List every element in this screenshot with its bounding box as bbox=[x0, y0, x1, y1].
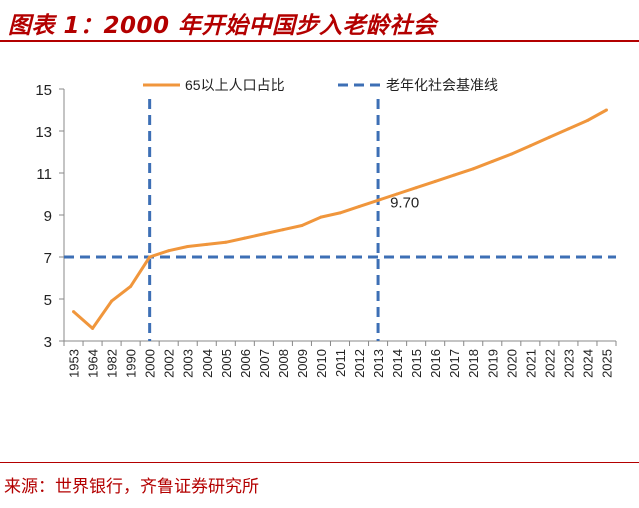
x-tick-label: 2019 bbox=[485, 349, 500, 378]
y-tick-label: 7 bbox=[44, 250, 52, 267]
x-tick-label: 2000 bbox=[143, 349, 158, 378]
x-tick-label: 2021 bbox=[523, 349, 538, 378]
x-tick-label: 2025 bbox=[599, 349, 614, 378]
x-tick-label: 2014 bbox=[390, 349, 405, 378]
x-tick-label: 2015 bbox=[409, 349, 424, 378]
x-tick-label: 2004 bbox=[200, 349, 215, 378]
x-tick-label: 2007 bbox=[257, 349, 272, 378]
x-tick-label: 2018 bbox=[466, 349, 481, 378]
title-bar: 图表 1：2000 年开始中国步入老龄社会 bbox=[0, 0, 639, 44]
data-point bbox=[585, 119, 589, 122]
data-point bbox=[186, 245, 190, 248]
data-point bbox=[281, 228, 285, 232]
x-tick-label: 2024 bbox=[580, 349, 595, 378]
data-point bbox=[471, 167, 475, 171]
x-tick-label: 1953 bbox=[67, 349, 82, 378]
legend-label-baseline: 老年化社会基准线 bbox=[386, 77, 498, 93]
chart-container: 3 5 7 9 11 13 15 1953 1964 1982 1990 2000 2002 2003 20… bbox=[0, 44, 639, 464]
x-tick-label: 2005 bbox=[219, 349, 234, 378]
data-point bbox=[205, 242, 209, 246]
y-tick-label: 3 bbox=[44, 334, 52, 351]
data-point bbox=[300, 224, 304, 227]
data-point bbox=[357, 205, 361, 209]
x-tick-label: 2009 bbox=[295, 349, 310, 378]
data-point bbox=[338, 211, 342, 215]
x-tick-label: 2008 bbox=[276, 349, 291, 378]
x-tick-label: 2012 bbox=[352, 349, 367, 378]
line-chart: 3 5 7 9 11 13 15 1953 1964 1982 1990 2000 2002 2003 20… bbox=[35, 77, 617, 378]
x-tick-label: 2006 bbox=[238, 349, 253, 378]
x-tick-label: 2022 bbox=[542, 349, 557, 378]
data-label: 9.70 bbox=[390, 194, 419, 211]
x-tick-label: 1964 bbox=[86, 349, 101, 378]
data-point bbox=[604, 108, 608, 112]
data-point bbox=[91, 326, 95, 330]
x-tick-label: 2003 bbox=[181, 349, 196, 378]
data-point bbox=[509, 152, 513, 156]
data-point bbox=[319, 215, 323, 219]
legend-label-series: 65以上人口占比 bbox=[185, 77, 285, 93]
x-tick-label: 1982 bbox=[105, 349, 120, 378]
data-point bbox=[566, 127, 570, 131]
x-tick-label: 2011 bbox=[333, 349, 348, 377]
x-tick-label: 2010 bbox=[314, 349, 329, 378]
y-tick-label: 9 bbox=[44, 208, 52, 225]
y-tick-label: 11 bbox=[36, 166, 52, 183]
title-divider bbox=[0, 40, 639, 42]
data-point bbox=[452, 173, 456, 177]
series-line bbox=[72, 108, 608, 330]
y-tick-label: 5 bbox=[44, 292, 52, 309]
data-point bbox=[243, 236, 247, 240]
data-point bbox=[414, 186, 418, 190]
data-point bbox=[395, 192, 399, 196]
x-tick-label: 2016 bbox=[428, 349, 443, 378]
source-note: 来源：世界银行，齐鲁证券研究所 bbox=[4, 477, 259, 497]
x-tick-label: 1990 bbox=[124, 349, 139, 378]
data-point bbox=[528, 144, 532, 148]
data-point bbox=[167, 249, 171, 253]
y-tick-label: 15 bbox=[35, 82, 52, 99]
x-tick-label: 2023 bbox=[561, 349, 576, 378]
data-point bbox=[148, 255, 152, 259]
source-divider bbox=[0, 462, 639, 463]
y-tick-label: 13 bbox=[35, 124, 52, 141]
x-tick-label: 2013 bbox=[371, 349, 386, 378]
figure-title: 图表 1：2000 年开始中国步入老龄社会 bbox=[8, 13, 437, 39]
data-point bbox=[547, 135, 551, 139]
data-point bbox=[490, 159, 494, 163]
data-point bbox=[262, 232, 266, 236]
x-tick-label: 2002 bbox=[162, 349, 177, 378]
x-tick-label: 2017 bbox=[447, 349, 462, 378]
data-point bbox=[376, 198, 380, 202]
data-point bbox=[72, 310, 76, 314]
data-point bbox=[110, 299, 114, 303]
data-point bbox=[224, 240, 228, 244]
x-tick-label: 2020 bbox=[504, 349, 519, 378]
data-point bbox=[433, 179, 437, 183]
data-point bbox=[129, 284, 133, 288]
